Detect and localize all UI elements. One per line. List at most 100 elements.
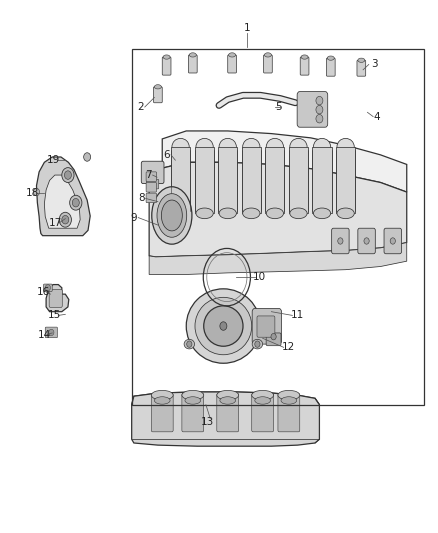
FancyBboxPatch shape [257,316,275,337]
Circle shape [316,96,323,105]
Ellipse shape [255,397,271,404]
Ellipse shape [195,297,252,355]
Text: 7: 7 [145,170,152,180]
Ellipse shape [157,193,187,237]
Ellipse shape [154,85,161,89]
FancyBboxPatch shape [358,228,375,254]
Text: 15: 15 [48,310,61,320]
Circle shape [255,341,260,348]
Text: 8: 8 [138,193,145,204]
Circle shape [271,334,276,340]
Ellipse shape [219,139,237,156]
Ellipse shape [196,139,213,156]
FancyBboxPatch shape [297,92,328,127]
Polygon shape [46,285,69,312]
Circle shape [316,106,323,114]
Circle shape [364,238,369,244]
Ellipse shape [337,208,354,219]
Text: 13: 13 [201,417,214,427]
Circle shape [338,238,343,244]
FancyBboxPatch shape [252,309,282,344]
FancyBboxPatch shape [326,58,335,76]
Text: 19: 19 [46,155,60,165]
FancyBboxPatch shape [278,393,300,432]
Text: 4: 4 [374,111,380,122]
FancyBboxPatch shape [141,161,164,183]
Ellipse shape [184,340,194,349]
Circle shape [45,285,50,291]
Ellipse shape [252,340,263,349]
Ellipse shape [290,139,307,156]
Polygon shape [162,131,407,192]
Circle shape [64,171,71,179]
Text: 12: 12 [281,342,295,352]
Circle shape [62,215,69,224]
Circle shape [390,238,396,244]
FancyBboxPatch shape [188,55,197,73]
Circle shape [62,167,74,182]
Circle shape [33,188,39,196]
Circle shape [72,198,79,207]
Ellipse shape [290,208,307,219]
Ellipse shape [314,208,331,219]
FancyBboxPatch shape [146,193,156,203]
Polygon shape [218,147,237,213]
FancyBboxPatch shape [300,57,309,75]
FancyBboxPatch shape [147,179,159,189]
Circle shape [220,322,227,330]
Circle shape [59,212,71,227]
FancyBboxPatch shape [162,57,171,75]
Ellipse shape [266,139,283,156]
Circle shape [316,115,323,123]
Ellipse shape [252,390,274,400]
FancyBboxPatch shape [43,284,52,292]
FancyBboxPatch shape [384,228,402,254]
Text: 17: 17 [49,218,62,228]
Polygon shape [36,157,90,236]
Ellipse shape [266,208,283,219]
Ellipse shape [151,390,173,400]
Polygon shape [171,147,190,213]
FancyBboxPatch shape [217,393,239,432]
Text: 2: 2 [137,102,144,112]
FancyBboxPatch shape [332,228,349,254]
Ellipse shape [182,390,204,400]
Polygon shape [336,147,355,213]
FancyBboxPatch shape [266,333,281,346]
Text: 18: 18 [25,188,39,198]
Ellipse shape [220,397,236,404]
Ellipse shape [229,53,236,57]
FancyBboxPatch shape [49,289,62,308]
Text: 5: 5 [275,102,282,112]
Polygon shape [132,392,319,446]
Ellipse shape [186,289,261,364]
Text: 1: 1 [244,23,251,34]
Circle shape [187,341,192,348]
Polygon shape [312,147,332,213]
Ellipse shape [314,139,331,156]
Ellipse shape [243,139,260,156]
Circle shape [70,195,82,210]
Ellipse shape [281,397,297,404]
Ellipse shape [163,55,170,59]
Text: 14: 14 [38,329,51,340]
FancyBboxPatch shape [252,393,274,432]
Ellipse shape [152,187,192,244]
Ellipse shape [265,53,272,57]
Ellipse shape [301,55,308,59]
Text: 6: 6 [163,150,170,160]
FancyBboxPatch shape [228,55,237,73]
Polygon shape [289,147,308,213]
FancyBboxPatch shape [357,60,366,76]
Ellipse shape [196,208,213,219]
Ellipse shape [204,306,243,346]
Bar [132,49,424,405]
Text: 11: 11 [291,310,304,320]
Ellipse shape [278,390,300,400]
Ellipse shape [172,208,189,219]
Polygon shape [195,147,214,213]
FancyBboxPatch shape [182,393,204,432]
Text: 10: 10 [253,272,266,282]
Ellipse shape [337,139,354,156]
Ellipse shape [217,390,239,400]
